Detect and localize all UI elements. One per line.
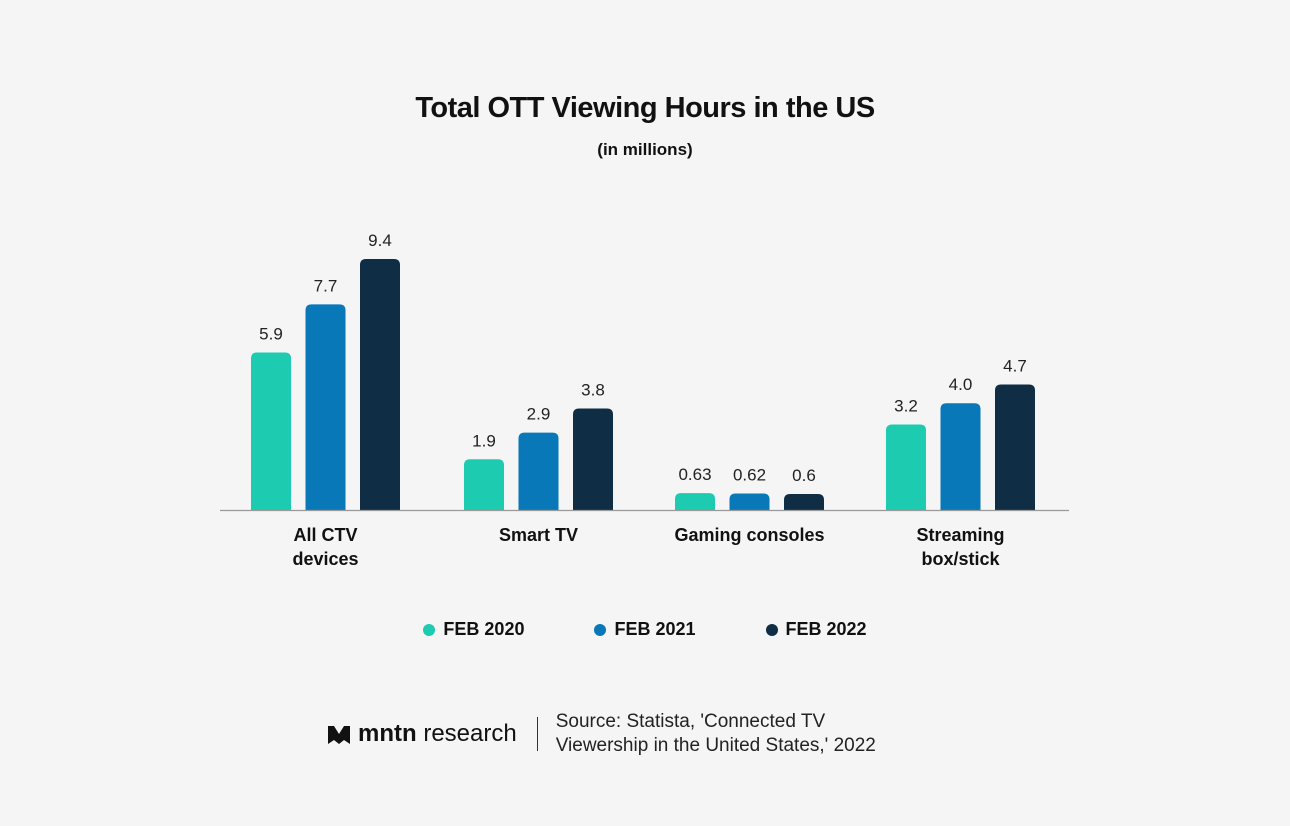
bar [940, 403, 981, 510]
category-label: Streaming [916, 525, 1004, 545]
bar [251, 352, 291, 510]
legend-item-feb-2022: FEB 2022 [765, 619, 867, 640]
data-label: 0.63 [678, 465, 711, 484]
legend-swatch [594, 623, 607, 636]
brand-suffix: research [423, 720, 517, 747]
category-label: Gaming consoles [674, 525, 824, 545]
chart-title: Total OTT Viewing Hours in the US [415, 92, 875, 124]
data-label: 4.7 [1003, 357, 1027, 376]
bar [729, 493, 770, 510]
mntn-logo-icon [328, 726, 350, 744]
data-label: 1.9 [472, 431, 496, 450]
bar [995, 384, 1035, 510]
bar [784, 493, 824, 510]
legend-item-feb-2021: FEB 2021 [594, 619, 696, 640]
legend: FEB 2020 FEB 2021 FEB 2022 [0, 619, 1290, 640]
brand-name: mntn [358, 720, 417, 747]
brand-logo: mntn research [328, 720, 517, 748]
bar [464, 459, 504, 510]
bar [573, 408, 613, 510]
footer: mntn research Source: Statista, 'Connect… [328, 710, 876, 758]
data-label: 3.8 [581, 381, 605, 400]
legend-item-feb-2020: FEB 2020 [423, 619, 524, 640]
category-label: box/stick [921, 549, 1000, 569]
bar [675, 493, 715, 510]
bar [886, 424, 926, 510]
legend-label: FEB 2022 [785, 619, 867, 639]
legend-label: FEB 2021 [614, 619, 696, 639]
data-label: 2.9 [527, 405, 551, 424]
data-label: 9.4 [368, 231, 392, 250]
data-label: 7.7 [314, 276, 338, 295]
category-label: devices [292, 549, 358, 569]
data-label: 5.9 [259, 324, 283, 343]
data-label: 4.0 [949, 375, 973, 394]
legend-swatch [765, 623, 778, 636]
category-label: All CTV [293, 525, 357, 545]
legend-label: FEB 2020 [443, 619, 525, 639]
legend-swatch [423, 623, 436, 636]
source-line-1: Source: Statista, 'Connected TV [555, 711, 826, 732]
data-label: 3.2 [894, 397, 918, 416]
bar [360, 259, 400, 510]
category-label: Smart TV [499, 525, 578, 545]
data-label: 0.62 [733, 465, 766, 484]
source-line-2: Viewership in the United States,' 2022 [555, 735, 876, 756]
divider [536, 717, 538, 751]
source-text: Source: Statista, 'Connected TV Viewersh… [556, 710, 876, 758]
data-label: 0.6 [792, 466, 816, 485]
bar [305, 304, 346, 510]
bar [518, 432, 559, 510]
chart-subtitle: (in millions) [597, 140, 693, 159]
